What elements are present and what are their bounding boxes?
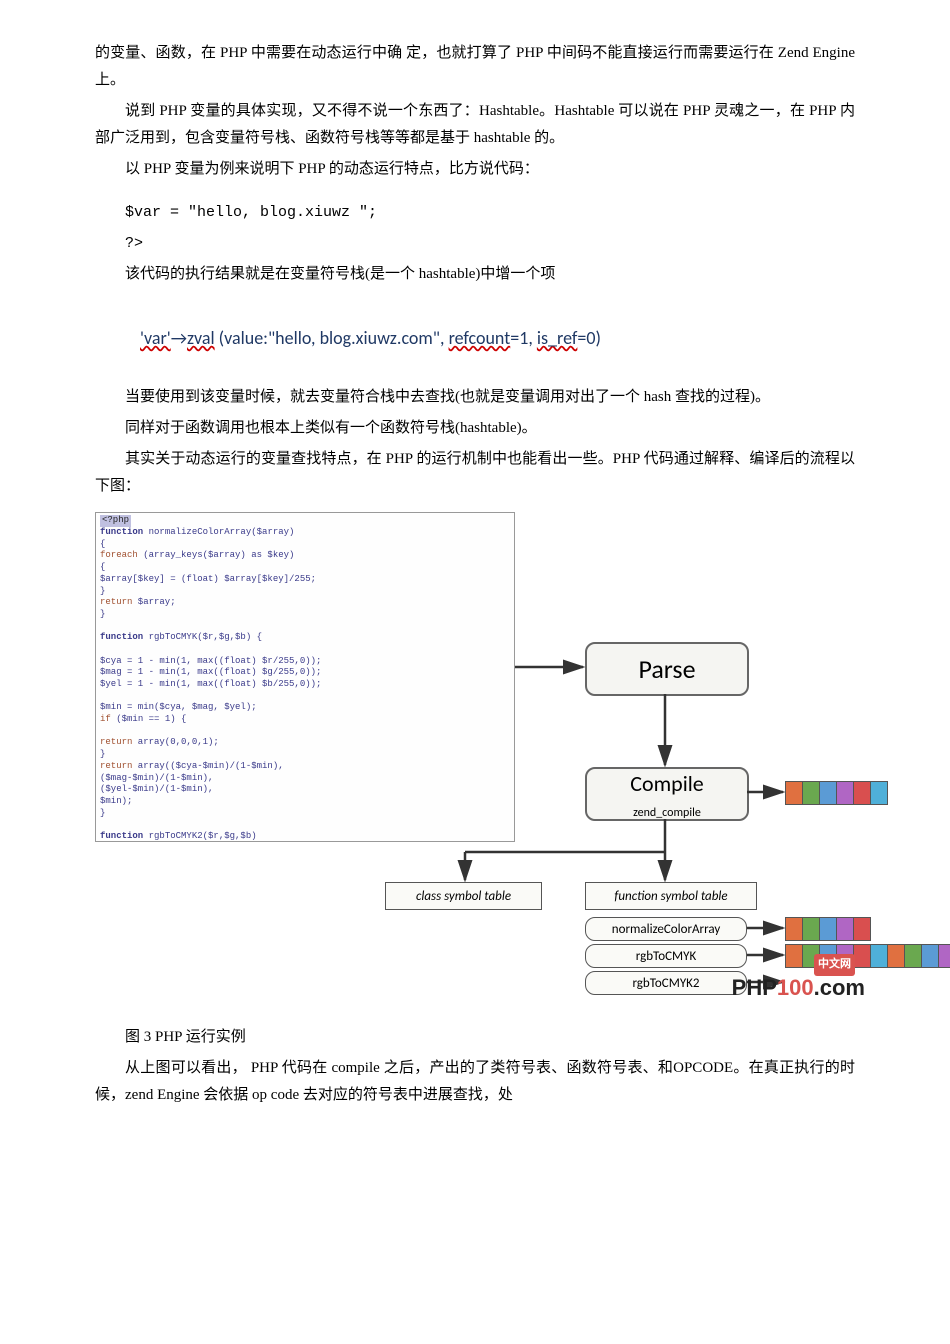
compile-box: Compile zend_compile bbox=[585, 767, 749, 821]
zval-var: 'var' bbox=[140, 327, 171, 349]
opcode-strip-top bbox=[785, 781, 888, 805]
parse-box: Parse bbox=[585, 642, 749, 696]
paragraph-7: 其实关于动态运行的变量查找特点，在 PHP 的运行机制中也能看出一些。PHP 代… bbox=[95, 446, 855, 500]
php-flow-diagram: <?phpfunction normalizeColorArray($array… bbox=[95, 512, 855, 1012]
zval-zval: zval bbox=[187, 327, 215, 349]
zval-refcount: refcount bbox=[449, 327, 511, 349]
paragraph-6: 同样对于函数调用也根本上类似有一个函数符号栈(hashtable)。 bbox=[95, 415, 855, 442]
opcode-strip-mid bbox=[785, 917, 871, 941]
fn-normalize: normalizeColorArray bbox=[585, 917, 747, 941]
paragraph-4: 该代码的执行结果就是在变量符号栈(是一个 hashtable)中增一个项 bbox=[95, 261, 855, 288]
zval-expression: 'var'→zval (value:"hello, blog.xiuwz.com… bbox=[140, 322, 855, 354]
function-symbol-table: function symbol table bbox=[585, 882, 757, 910]
php-source-panel: <?phpfunction normalizeColorArray($array… bbox=[95, 512, 515, 842]
paragraph-3: 以 PHP 变量为例来说明下 PHP 的动态运行特点，比方说代码： bbox=[95, 156, 855, 183]
figure-caption: 图 3 PHP 运行实例 bbox=[125, 1024, 855, 1051]
code-line-1: $var = "hello, blog.xiuwz "; bbox=[125, 199, 855, 226]
paragraph-1: 的变量、函数，在 PHP 中需要在动态运行中确 定，也就打算了 PHP 中间码不… bbox=[95, 40, 855, 94]
fn-rgbtocmyk: rgbToCMYK bbox=[585, 944, 747, 968]
opcode-strip-bot bbox=[785, 944, 950, 968]
paragraph-5: 当要使用到该变量时候，就去变量符合栈中去查找(也就是变量调用对出了一个 hash… bbox=[95, 384, 855, 411]
fn-rgbtocmyk2: rgbToCMYK2 bbox=[585, 971, 747, 995]
zval-isref: is_ref bbox=[537, 327, 577, 349]
code-line-2: ?> bbox=[125, 230, 855, 257]
paragraph-2: 说到 PHP 变量的具体实现，又不得不说一个东西了：Hashtable。Hash… bbox=[95, 98, 855, 152]
class-symbol-table: class symbol table bbox=[385, 882, 542, 910]
watermark-logo: 中文网 PHP100.com bbox=[732, 968, 865, 1008]
paragraph-8: 从上图可以看出， PHP 代码在 compile 之后，产出的了类符号表、函数符… bbox=[95, 1055, 855, 1109]
